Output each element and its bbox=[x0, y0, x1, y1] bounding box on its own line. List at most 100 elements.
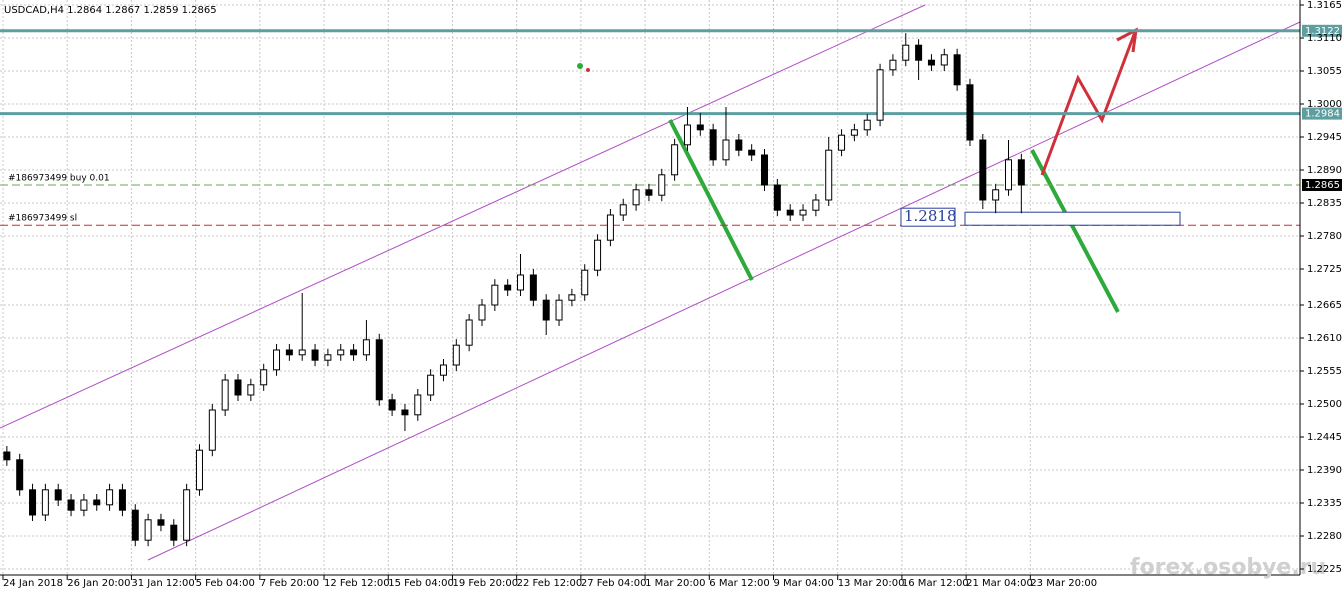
candle-body bbox=[67, 499, 75, 511]
candle-body bbox=[568, 294, 576, 301]
candle-body bbox=[555, 299, 563, 321]
y-tick-label: 1.3110 bbox=[1307, 33, 1342, 44]
y-tick-label: 1.2555 bbox=[1307, 366, 1342, 377]
y-tick-label: 1.2665 bbox=[1307, 300, 1342, 311]
candle-body bbox=[247, 384, 255, 396]
candle-body bbox=[902, 44, 910, 61]
x-tick-label: 27 Feb 04:00 bbox=[581, 578, 647, 589]
x-tick-label: 15 Feb 04:00 bbox=[388, 578, 454, 589]
candle-body bbox=[594, 239, 602, 271]
candle-body bbox=[838, 134, 846, 151]
y-tick-label: 1.2280 bbox=[1307, 531, 1342, 542]
candle-body bbox=[260, 369, 268, 386]
y-tick-label: 1.3000 bbox=[1307, 99, 1342, 110]
candle-body bbox=[645, 189, 653, 196]
candle-body bbox=[850, 129, 858, 136]
candle-body bbox=[93, 499, 101, 506]
candle-body bbox=[799, 209, 807, 216]
candle-body bbox=[761, 154, 769, 186]
x-tick-label: 26 Jan 20:00 bbox=[67, 578, 130, 589]
candle-body bbox=[735, 139, 743, 151]
x-tick-label: 16 Mar 12:00 bbox=[902, 578, 969, 589]
candle-body bbox=[131, 509, 139, 541]
marker bbox=[586, 68, 590, 72]
candle-body bbox=[915, 44, 923, 61]
order-label: #186973499 sl bbox=[8, 214, 77, 224]
candle-body bbox=[683, 124, 691, 146]
price-box-tag bbox=[900, 207, 956, 227]
candle-body bbox=[414, 394, 422, 416]
candle-body bbox=[41, 489, 49, 516]
candle-body bbox=[80, 499, 88, 511]
candle-body bbox=[29, 489, 37, 516]
candle-body bbox=[979, 139, 987, 201]
candle-body bbox=[992, 189, 1000, 201]
price-box-area bbox=[964, 211, 1181, 226]
candle-body bbox=[876, 69, 884, 121]
x-tick-label: 6 Mar 12:00 bbox=[709, 578, 769, 589]
y-tick-label: 1.3055 bbox=[1307, 66, 1342, 77]
candle-body bbox=[285, 349, 293, 356]
green-arrow bbox=[1030, 149, 1120, 313]
x-tick-label: 23 Mar 20:00 bbox=[1030, 578, 1097, 589]
red-arrow bbox=[1040, 31, 1137, 176]
order-label: #186973499 buy 0.01 bbox=[8, 174, 110, 184]
chart-title: USDCAD,H4 1.2864 1.2867 1.2859 1.2865 bbox=[4, 5, 217, 16]
channel-lower bbox=[147, 21, 1301, 561]
candle-body bbox=[491, 284, 499, 306]
x-tick-label: 21 Mar 04:00 bbox=[966, 578, 1033, 589]
candle-body bbox=[362, 339, 370, 356]
x-tick-label: 7 Feb 20:00 bbox=[260, 578, 319, 589]
y-tick-label: 1.2225 bbox=[1307, 564, 1342, 575]
x-tick-label: 24 Jan 2018 bbox=[3, 578, 63, 589]
candle-body bbox=[606, 214, 614, 241]
level-label: 1.3122 bbox=[1305, 26, 1340, 37]
x-tick-label: 5 Feb 04:00 bbox=[196, 578, 255, 589]
candle-body bbox=[427, 374, 435, 396]
candle-body bbox=[350, 349, 358, 356]
candle-body bbox=[106, 489, 114, 506]
candle-body bbox=[401, 409, 409, 416]
candle-body bbox=[825, 149, 833, 201]
candle-body bbox=[221, 379, 229, 411]
candle-body bbox=[542, 299, 550, 321]
candle-body bbox=[439, 364, 447, 376]
candle-body bbox=[529, 274, 537, 301]
x-tick-label: 13 Mar 20:00 bbox=[838, 578, 905, 589]
level-tag bbox=[1302, 24, 1342, 37]
y-tick-label: 1.2890 bbox=[1307, 165, 1342, 176]
candle-body bbox=[478, 304, 486, 321]
candle-body bbox=[889, 59, 897, 71]
x-tick-label: 31 Jan 12:00 bbox=[131, 578, 194, 589]
candle-body bbox=[234, 379, 242, 396]
y-tick-label: 1.2780 bbox=[1307, 231, 1342, 242]
candle-body bbox=[337, 349, 345, 356]
current-price-tag bbox=[1302, 179, 1342, 191]
candle-body bbox=[16, 459, 24, 491]
level-tag bbox=[1302, 107, 1342, 120]
candle-body bbox=[311, 349, 319, 361]
candle-body bbox=[722, 139, 730, 161]
y-tick-label: 1.2835 bbox=[1307, 198, 1342, 209]
x-tick-label: 19 Feb 20:00 bbox=[452, 578, 518, 589]
candle-body bbox=[927, 59, 935, 66]
candle-body bbox=[144, 519, 152, 541]
candle-body bbox=[517, 274, 525, 291]
candle-body bbox=[619, 204, 627, 216]
y-tick-label: 1.2725 bbox=[1307, 264, 1342, 275]
y-tick-label: 1.2610 bbox=[1307, 333, 1342, 344]
y-tick-label: 1.2500 bbox=[1307, 399, 1342, 410]
candle-body bbox=[696, 124, 704, 131]
candle-body bbox=[375, 339, 383, 401]
price-box-label: 1.2818 bbox=[904, 207, 957, 225]
y-tick-label: 1.2335 bbox=[1307, 498, 1342, 509]
grid bbox=[0, 0, 1300, 575]
channel-upper bbox=[0, 4, 926, 429]
marker bbox=[577, 63, 583, 69]
x-tick-label: 1 Mar 20:00 bbox=[645, 578, 705, 589]
candle-body bbox=[1017, 159, 1025, 186]
candle-body bbox=[170, 524, 178, 541]
candle-body bbox=[953, 54, 961, 86]
candle-body bbox=[465, 319, 473, 346]
